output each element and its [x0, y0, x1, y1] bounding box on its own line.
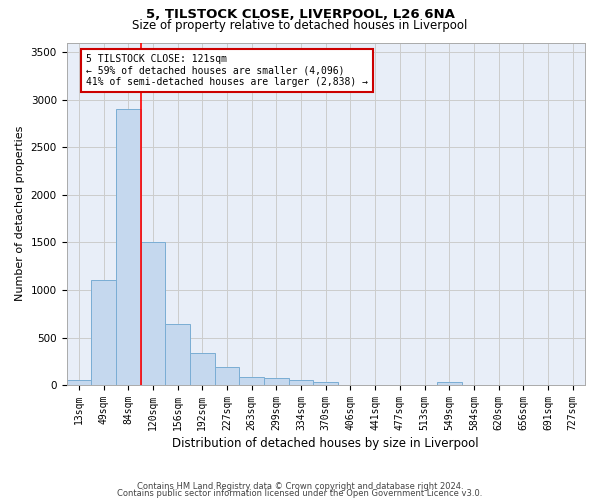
Bar [165, 324, 190, 385]
Text: 5, TILSTOCK CLOSE, LIVERPOOL, L26 6NA: 5, TILSTOCK CLOSE, LIVERPOOL, L26 6NA [146, 8, 454, 20]
Text: Contains HM Land Registry data © Crown copyright and database right 2024.: Contains HM Land Registry data © Crown c… [137, 482, 463, 491]
Text: Size of property relative to detached houses in Liverpool: Size of property relative to detached ho… [133, 19, 467, 32]
Text: Contains public sector information licensed under the Open Government Licence v3: Contains public sector information licen… [118, 490, 482, 498]
Bar [289, 380, 313, 385]
Bar [67, 380, 91, 385]
Y-axis label: Number of detached properties: Number of detached properties [15, 126, 25, 302]
Bar [140, 242, 165, 385]
Bar [264, 378, 289, 385]
X-axis label: Distribution of detached houses by size in Liverpool: Distribution of detached houses by size … [172, 437, 479, 450]
Bar [313, 382, 338, 385]
Bar [190, 352, 215, 385]
Bar [437, 382, 461, 385]
Bar [116, 109, 140, 385]
Bar [239, 376, 264, 385]
Bar [215, 368, 239, 385]
Text: 5 TILSTOCK CLOSE: 121sqm
← 59% of detached houses are smaller (4,096)
41% of sem: 5 TILSTOCK CLOSE: 121sqm ← 59% of detach… [86, 54, 368, 87]
Bar [91, 280, 116, 385]
